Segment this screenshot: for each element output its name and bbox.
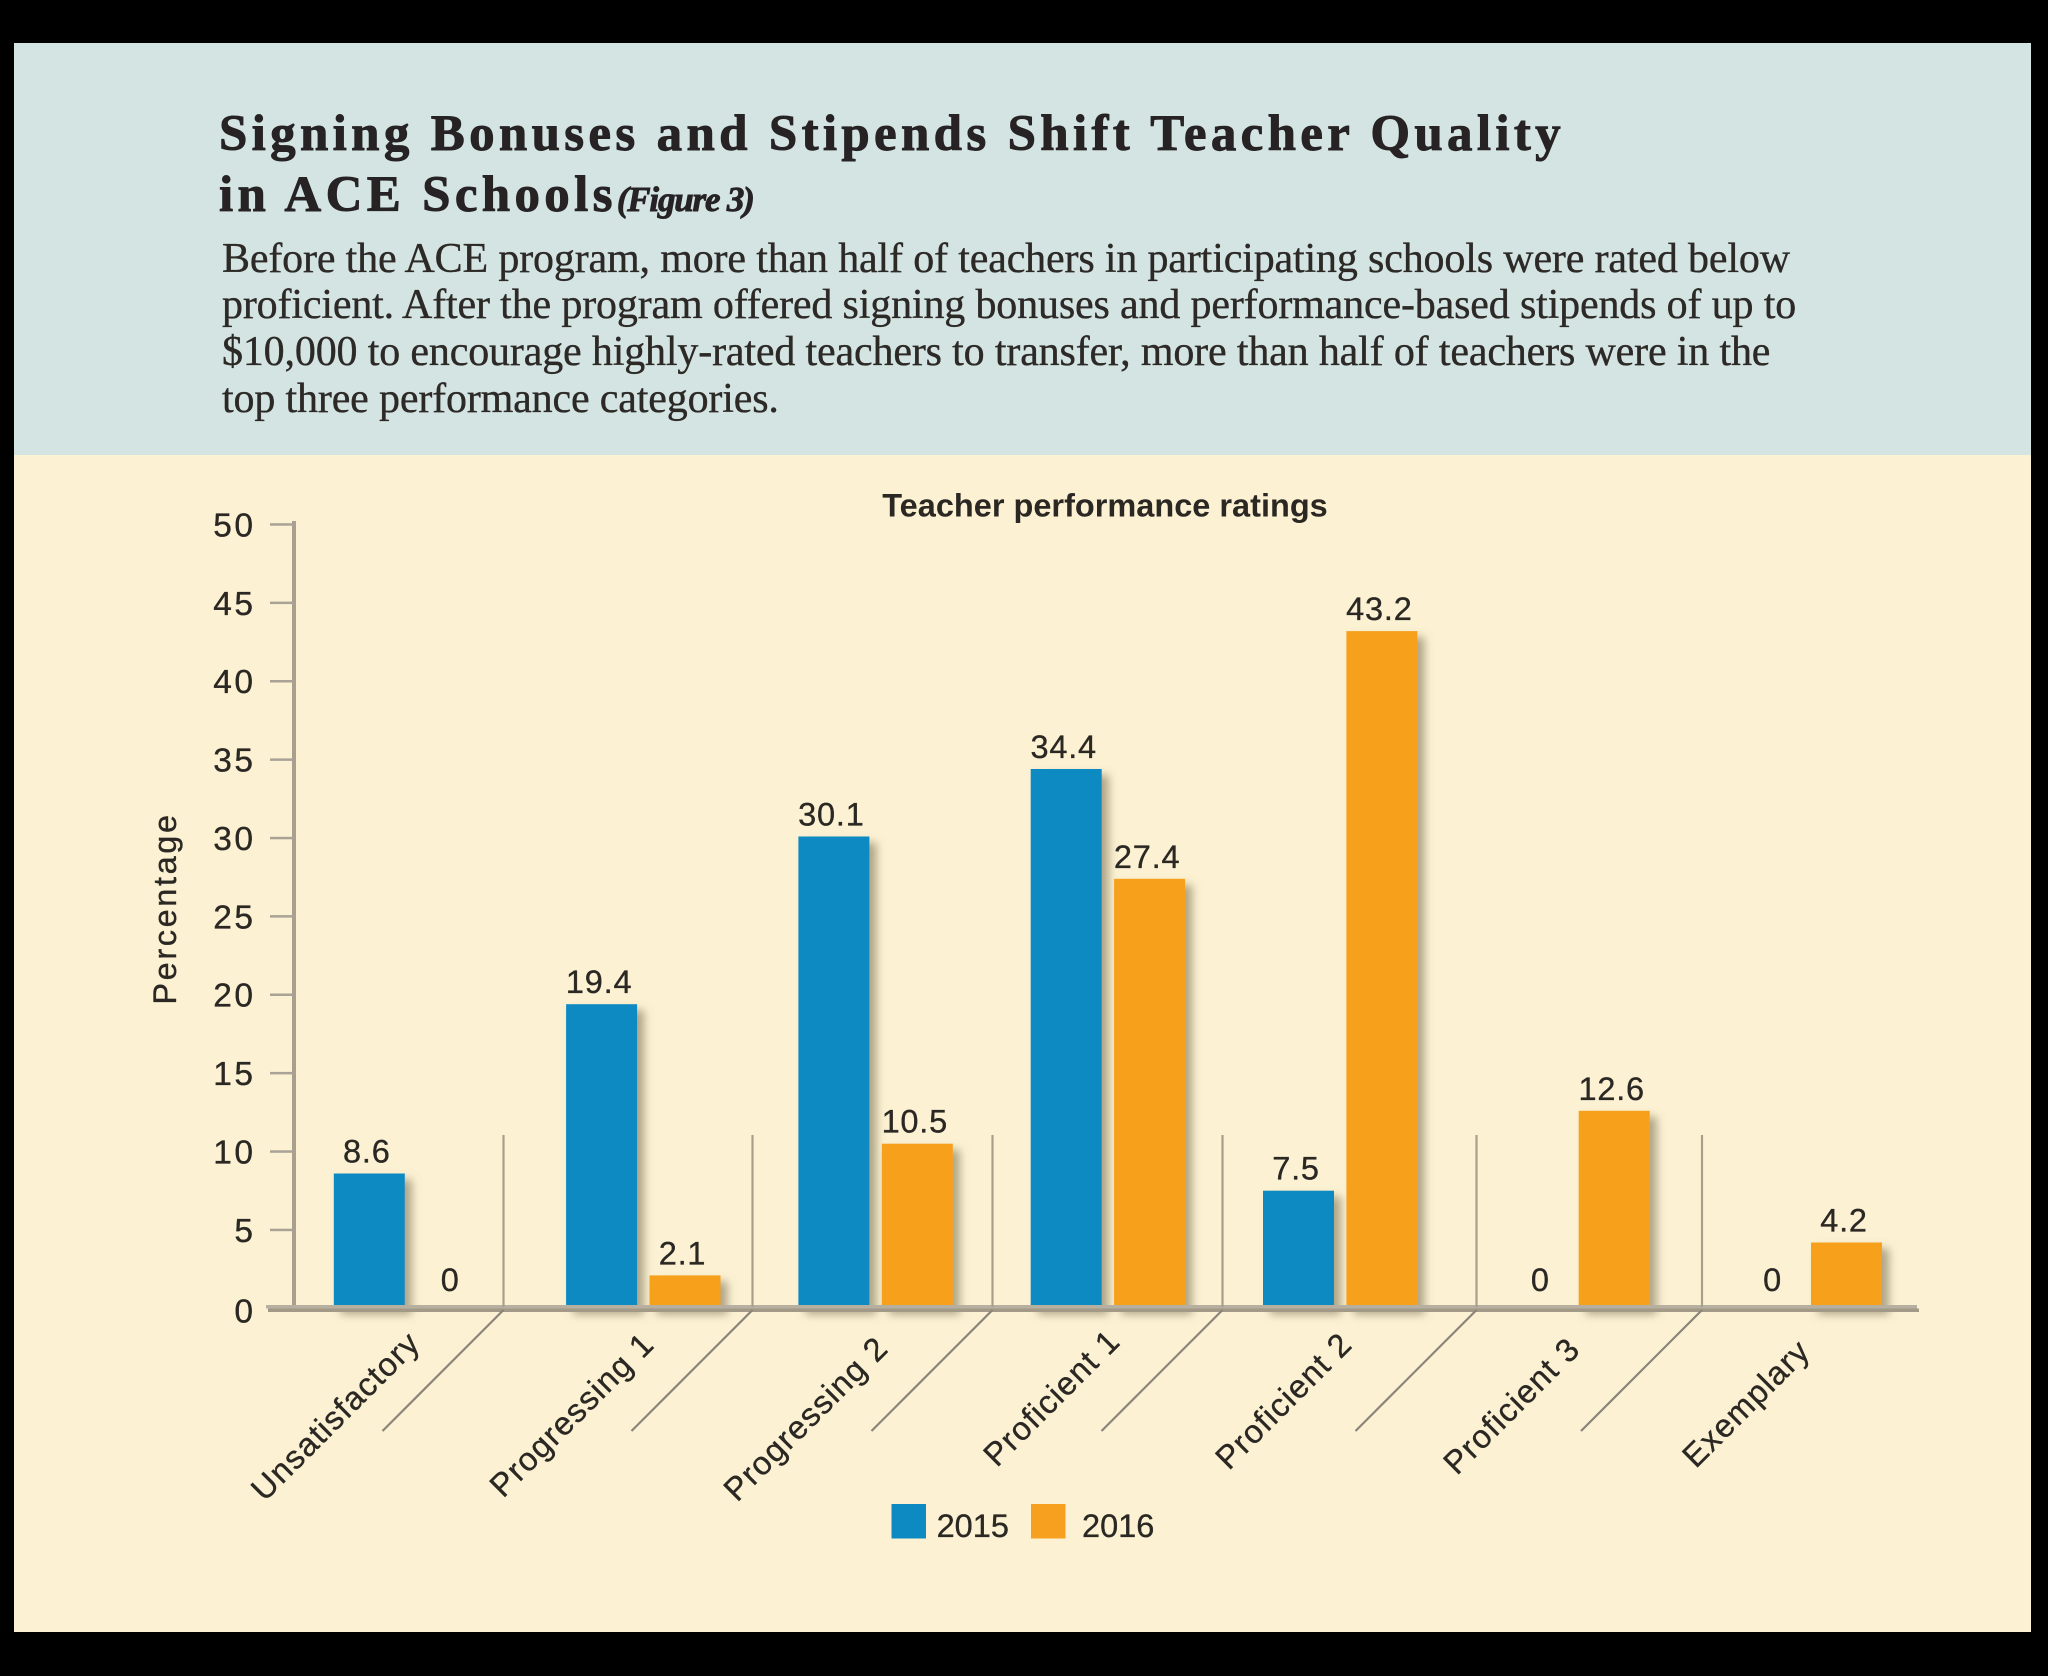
svg-text:30.1: 30.1 <box>798 797 864 833</box>
svg-text:34.4: 34.4 <box>1030 729 1096 765</box>
svg-text:Progressing 1: Progressing 1 <box>483 1325 661 1503</box>
svg-text:35: 35 <box>213 743 255 780</box>
svg-text:50: 50 <box>213 507 255 544</box>
svg-text:2.1: 2.1 <box>659 1235 707 1271</box>
svg-text:0: 0 <box>1531 1262 1550 1298</box>
svg-text:15: 15 <box>213 1056 255 1093</box>
svg-text:10.5: 10.5 <box>882 1104 948 1140</box>
svg-text:Unsatisfactory: Unsatisfactory <box>244 1324 427 1507</box>
svg-text:43.2: 43.2 <box>1346 591 1412 627</box>
svg-text:20: 20 <box>213 978 255 1015</box>
svg-text:12.6: 12.6 <box>1578 1071 1644 1107</box>
svg-text:Progressing 2: Progressing 2 <box>717 1329 895 1507</box>
svg-text:0: 0 <box>1763 1262 1782 1298</box>
svg-text:2016: 2016 <box>1082 1508 1154 1544</box>
svg-text:0: 0 <box>234 1294 255 1331</box>
svg-text:45: 45 <box>213 586 255 623</box>
svg-text:25: 25 <box>213 899 255 936</box>
svg-text:Percentage: Percentage <box>147 812 183 1004</box>
svg-text:2015: 2015 <box>937 1508 1009 1544</box>
svg-text:30: 30 <box>213 821 255 858</box>
svg-text:Teacher performance ratings: Teacher performance ratings <box>882 488 1328 524</box>
svg-text:10: 10 <box>213 1134 255 1171</box>
svg-text:Proficient 1: Proficient 1 <box>976 1322 1127 1473</box>
svg-text:Exemplary: Exemplary <box>1675 1332 1817 1474</box>
svg-text:27.4: 27.4 <box>1114 839 1180 875</box>
svg-text:19.4: 19.4 <box>566 964 632 1000</box>
svg-text:0: 0 <box>441 1262 460 1298</box>
svg-text:5: 5 <box>234 1213 255 1250</box>
svg-text:7.5: 7.5 <box>1272 1151 1320 1187</box>
svg-text:40: 40 <box>213 664 255 701</box>
svg-text:4.2: 4.2 <box>1820 1203 1868 1239</box>
svg-text:Proficient 2: Proficient 2 <box>1208 1325 1359 1476</box>
svg-text:8.6: 8.6 <box>343 1134 391 1170</box>
svg-text:Proficient 3: Proficient 3 <box>1436 1330 1587 1481</box>
